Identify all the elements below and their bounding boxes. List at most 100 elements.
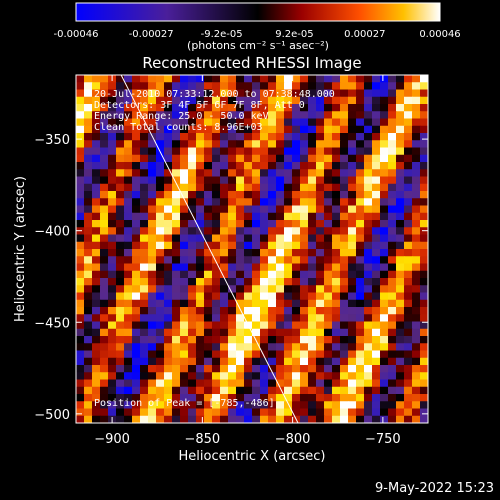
heatmap-cell [300, 299, 309, 308]
heatmap-cell [252, 415, 261, 423]
heatmap-cell [244, 379, 253, 388]
heatmap-cell [308, 379, 317, 388]
heatmap-cell [356, 307, 365, 315]
heatmap-cell [252, 125, 261, 134]
heatmap-cell [220, 256, 229, 265]
heatmap-cell [388, 357, 397, 366]
heatmap-cell [244, 299, 253, 308]
heatmap-cell [236, 350, 245, 359]
heatmap-cell [252, 162, 261, 170]
heatmap-cell [356, 263, 365, 272]
heatmap-cell [148, 82, 157, 91]
heatmap-cell [268, 307, 277, 315]
heatmap-cell [412, 263, 421, 272]
heatmap-cell [236, 140, 245, 149]
heatmap-cell [396, 154, 405, 163]
heatmap-cell [196, 292, 205, 301]
heatmap-cell [140, 401, 149, 410]
heatmap-cell [348, 133, 357, 141]
heatmap-cell [188, 111, 197, 120]
heatmap-cell [308, 82, 317, 91]
heatmap-cell [204, 212, 213, 221]
heatmap-cell [348, 154, 357, 163]
heatmap-cell [132, 220, 141, 228]
heatmap-cell [212, 292, 221, 301]
heatmap-cell [388, 386, 397, 395]
heatmap-cell [356, 82, 365, 91]
heatmap-cell [212, 270, 221, 279]
heatmap-cell [300, 249, 309, 257]
heatmap-cell [228, 314, 237, 323]
heatmap-cell [132, 169, 141, 178]
heatmap-cell [332, 386, 341, 395]
heatmap-cell [308, 249, 317, 257]
heatmap-cell [340, 343, 349, 352]
heatmap-cell [364, 75, 373, 83]
heatmap-cell [148, 299, 157, 308]
heatmap-cell [172, 357, 181, 366]
heatmap-cell [412, 75, 421, 83]
heatmap-cell [132, 104, 141, 112]
heatmap-cell [372, 176, 381, 185]
heatmap-cell [148, 140, 157, 149]
heatmap-cell [76, 270, 85, 279]
heatmap-cell [124, 336, 133, 344]
heatmap-cell [276, 256, 285, 265]
heatmap-cell [324, 278, 333, 286]
heatmap-cell [156, 408, 165, 417]
heatmap-cell [228, 96, 237, 105]
heatmap-cell [132, 365, 141, 373]
heatmap-cell [364, 118, 373, 127]
heatmap-cell [172, 198, 181, 207]
heatmap-cell [332, 285, 341, 294]
heatmap-cell [100, 372, 109, 381]
heatmap-cell [132, 386, 141, 395]
heatmap-cell [364, 394, 373, 402]
heatmap-cell [316, 321, 325, 330]
heatmap-cell [204, 321, 213, 330]
heatmap-cell [356, 321, 365, 330]
heatmap-cell [308, 241, 317, 250]
heatmap-cell [412, 408, 421, 417]
heatmap-cell [84, 118, 93, 127]
heatmap-cell [340, 328, 349, 337]
heatmap-cell [308, 285, 317, 294]
heatmap-cell [284, 292, 293, 301]
heatmap-cell [92, 96, 101, 105]
heatmap-cell [236, 82, 245, 91]
heatmap-cell [420, 111, 428, 120]
heatmap-cell [228, 162, 237, 170]
heatmap-cell [228, 205, 237, 214]
heatmap-cell [212, 162, 221, 170]
heatmap-cell [156, 82, 165, 91]
heatmap-cell [196, 314, 205, 323]
heatmap-cell [180, 263, 189, 272]
heatmap-cell [244, 154, 253, 163]
heatmap-cell [132, 82, 141, 91]
heatmap-cell [164, 82, 173, 91]
heatmap-cell [132, 162, 141, 170]
heatmap-cell [244, 111, 253, 120]
heatmap-cell [308, 270, 317, 279]
heatmap-cell [252, 343, 261, 352]
heatmap-cell [340, 365, 349, 373]
heatmap-cells [76, 75, 428, 423]
heatmap-cell [388, 191, 397, 199]
heatmap-cell [244, 82, 253, 91]
annotation-counts: Clean Total counts: 8.96E+03 [94, 122, 263, 133]
heatmap-cell [316, 307, 325, 315]
heatmap-cell [324, 379, 333, 388]
heatmap-cell [324, 299, 333, 308]
heatmap-cell [300, 191, 309, 199]
heatmap-cell [372, 154, 381, 163]
heatmap-cell [220, 133, 229, 141]
heatmap-cell [84, 205, 93, 214]
heatmap-cell [252, 307, 261, 315]
heatmap-cell [132, 96, 141, 105]
heatmap-cell [220, 415, 229, 423]
heatmap-cell [116, 386, 125, 395]
heatmap-cell [196, 169, 205, 178]
heatmap-cell [100, 82, 109, 91]
heatmap-cell [356, 350, 365, 359]
heatmap-cell [340, 270, 349, 279]
